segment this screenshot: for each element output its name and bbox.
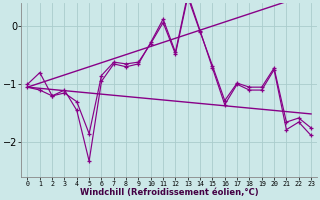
X-axis label: Windchill (Refroidissement éolien,°C): Windchill (Refroidissement éolien,°C) bbox=[80, 188, 259, 197]
